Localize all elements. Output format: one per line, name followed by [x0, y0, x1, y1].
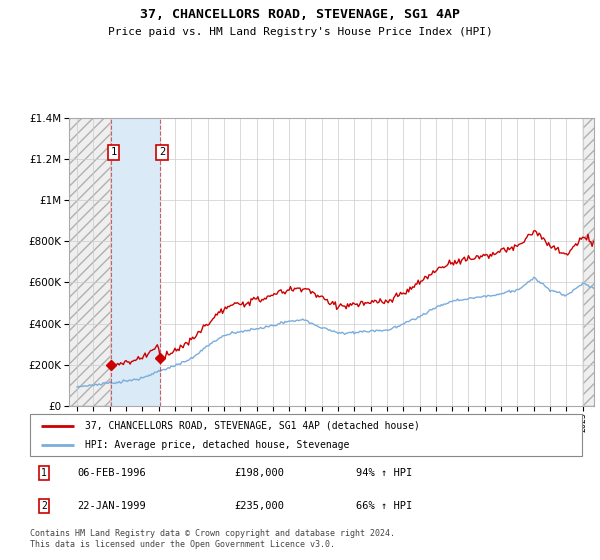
- Text: 1: 1: [110, 147, 117, 157]
- Text: 37, CHANCELLORS ROAD, STEVENAGE, SG1 4AP (detached house): 37, CHANCELLORS ROAD, STEVENAGE, SG1 4AP…: [85, 421, 420, 431]
- Text: 37, CHANCELLORS ROAD, STEVENAGE, SG1 4AP: 37, CHANCELLORS ROAD, STEVENAGE, SG1 4AP: [140, 8, 460, 21]
- Text: HPI: Average price, detached house, Stevenage: HPI: Average price, detached house, Stev…: [85, 440, 350, 450]
- Text: 1: 1: [41, 468, 47, 478]
- Text: 2: 2: [159, 147, 165, 157]
- Text: Contains HM Land Registry data © Crown copyright and database right 2024.
This d: Contains HM Land Registry data © Crown c…: [30, 529, 395, 549]
- Text: £198,000: £198,000: [234, 468, 284, 478]
- Bar: [53, 118, 111, 406]
- Bar: [583, 118, 600, 406]
- Text: 22-JAN-1999: 22-JAN-1999: [77, 501, 146, 511]
- Text: 66% ↑ HPI: 66% ↑ HPI: [356, 501, 412, 511]
- Text: Price paid vs. HM Land Registry's House Price Index (HPI): Price paid vs. HM Land Registry's House …: [107, 27, 493, 37]
- Text: 94% ↑ HPI: 94% ↑ HPI: [356, 468, 412, 478]
- Text: 2: 2: [41, 501, 47, 511]
- Bar: [583, 118, 600, 406]
- Text: £235,000: £235,000: [234, 501, 284, 511]
- FancyBboxPatch shape: [30, 414, 582, 456]
- Bar: [111, 118, 160, 406]
- Text: 06-FEB-1996: 06-FEB-1996: [77, 468, 146, 478]
- Bar: [53, 118, 111, 406]
